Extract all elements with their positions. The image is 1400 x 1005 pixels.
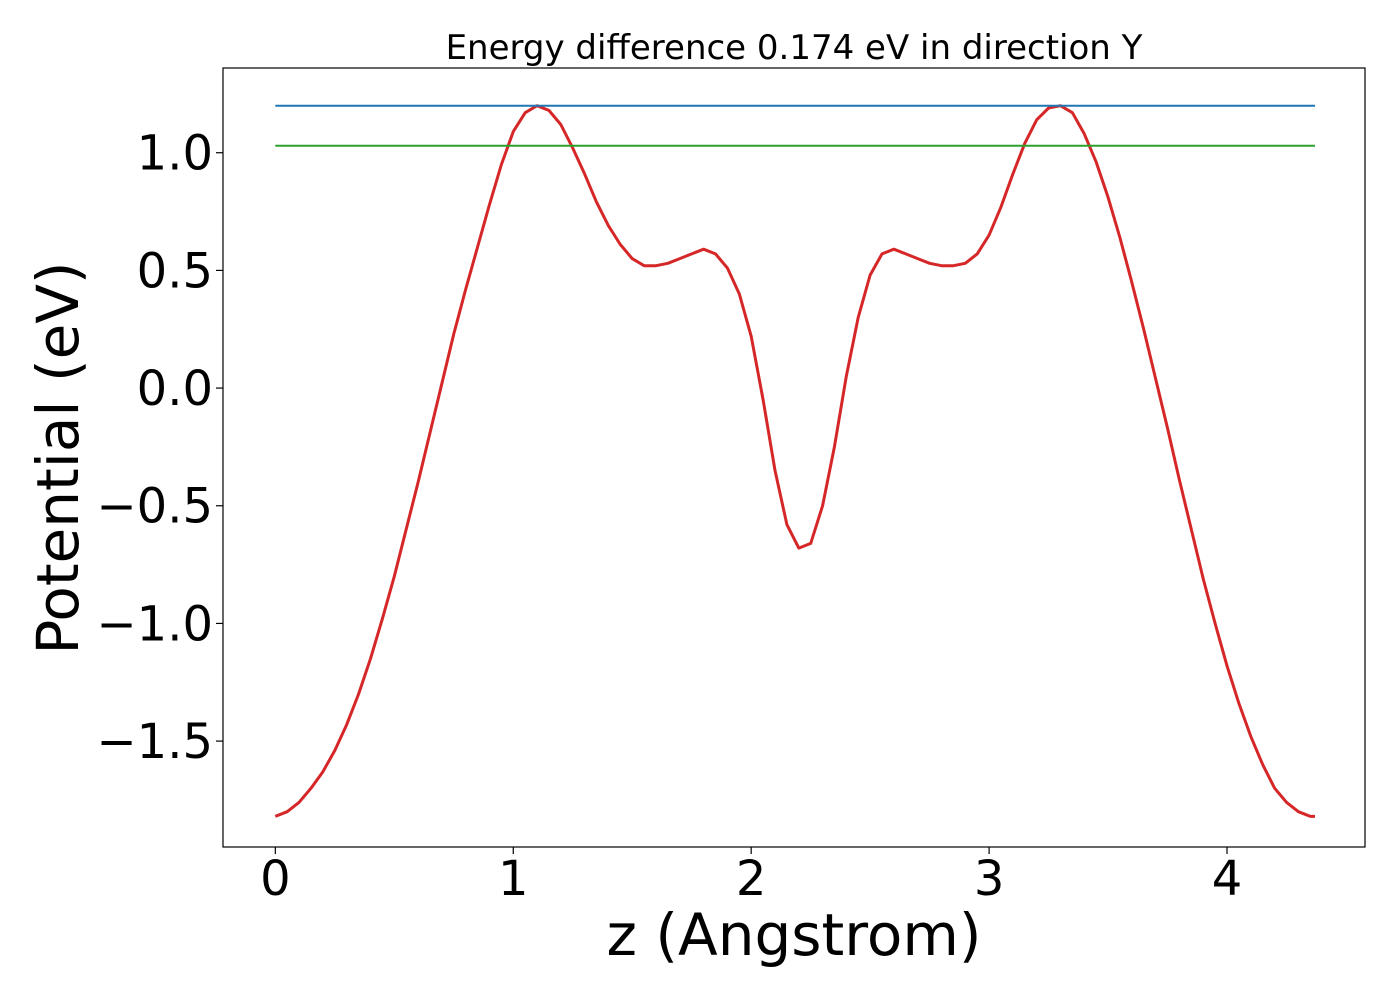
x-tick-label: 0: [260, 851, 291, 907]
series-layer: [274, 104, 1315, 818]
y-tick-label: −1.5: [96, 714, 213, 770]
y-axis-label: Potential (eV): [24, 261, 92, 654]
y-axis-ticks: −1.5 −1.0 −0.5 0.0 0.5 1.0: [96, 126, 223, 770]
y-tick-label: −1.0: [96, 596, 213, 652]
x-axis-ticks: 0 1 2 3 4: [260, 847, 1242, 907]
plot-frame: [222, 67, 1366, 848]
x-tick-label: 1: [498, 851, 529, 907]
x-tick-label: 4: [1212, 851, 1243, 907]
y-tick-label: 0.5: [137, 243, 213, 299]
x-axis-label: z (Angstrom): [607, 901, 982, 969]
y-tick-label: 0.0: [137, 361, 213, 417]
y-tick-label: −0.5: [96, 479, 213, 535]
y-tick-label: 1.0: [137, 126, 213, 182]
potential-curve: [274, 104, 1315, 818]
x-tick-label: 3: [974, 851, 1005, 907]
x-tick-label: 2: [736, 851, 767, 907]
chart-title: Energy difference 0.174 eV in direction …: [446, 28, 1143, 68]
